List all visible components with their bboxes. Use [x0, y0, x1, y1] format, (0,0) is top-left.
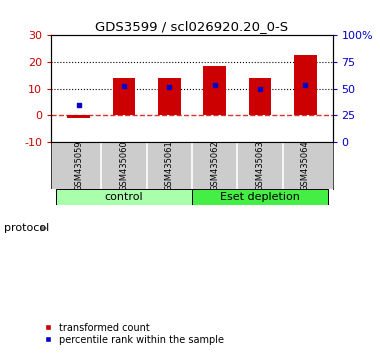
Text: GSM435059: GSM435059 [74, 140, 83, 191]
Text: control: control [105, 192, 143, 202]
Legend: transformed count, percentile rank within the sample: transformed count, percentile rank withi… [43, 322, 225, 346]
Bar [203, 66, 226, 115]
Text: GSM435062: GSM435062 [210, 140, 219, 191]
Text: GSM435063: GSM435063 [255, 140, 264, 191]
Bar [192, 189, 328, 205]
Text: protocol: protocol [4, 223, 49, 233]
Bar [249, 78, 271, 115]
Text: GSM435064: GSM435064 [301, 140, 310, 191]
Bar [56, 189, 192, 205]
Bar [112, 78, 135, 115]
Text: Eset depletion: Eset depletion [220, 192, 300, 202]
Bar [67, 115, 90, 118]
Text: GSM435060: GSM435060 [119, 140, 128, 191]
Text: GSM435061: GSM435061 [165, 140, 174, 191]
Bar [158, 78, 180, 115]
Bar [294, 55, 317, 115]
Title: GDS3599 / scl026920.20_0-S: GDS3599 / scl026920.20_0-S [95, 20, 288, 33]
